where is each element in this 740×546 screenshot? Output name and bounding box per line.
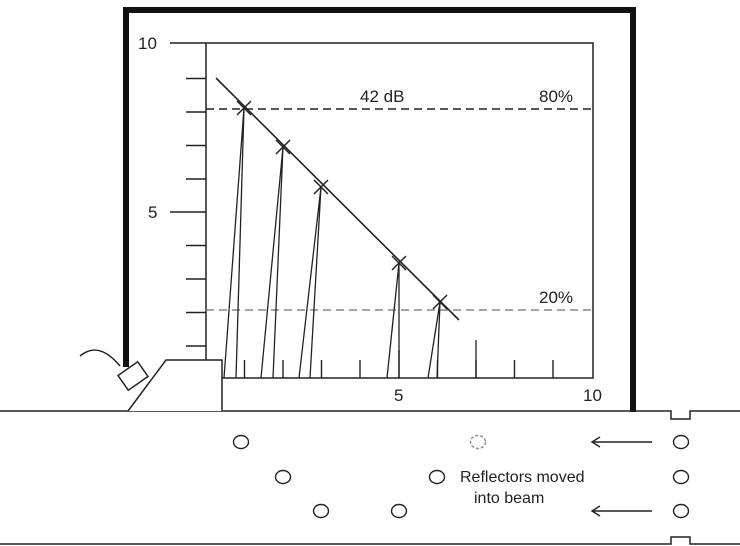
ref-label-80: 80% [539, 87, 573, 106]
ref-label-20: 20% [539, 288, 573, 307]
echo-peak-marker [275, 139, 291, 155]
reflector [390, 503, 408, 519]
reflector [469, 434, 487, 450]
reflector [312, 503, 330, 519]
y-axis-ticks [186, 77, 206, 347]
reflector [232, 434, 250, 450]
reflector-caption-line1: Reflectors moved [460, 469, 585, 486]
test-piece-top-surface [0, 410, 740, 420]
test-piece-bottom-surface [0, 536, 740, 545]
echo-peak-marker [313, 179, 329, 195]
gain-label: 42 dB [360, 87, 404, 106]
reflectors [232, 434, 690, 519]
y-label-10: 10 [138, 34, 157, 53]
reflector [672, 434, 690, 450]
reflector-caption-line2: into beam [474, 490, 544, 507]
arrow-left-icon [590, 436, 652, 448]
echo-peak-marker [236, 100, 252, 116]
instrument-frame [123, 7, 636, 412]
echo-peak-marker [432, 294, 448, 310]
reflector [672, 503, 690, 519]
probe-transducer [79, 349, 223, 412]
reflector [672, 469, 690, 485]
reflector [428, 469, 446, 485]
x-label-10: 10 [583, 386, 602, 405]
arrow-left-icon [590, 505, 652, 517]
move-arrows [590, 436, 652, 517]
dac-curve [215, 77, 460, 321]
y-label-5: 5 [148, 203, 157, 222]
echo-peak-marker [391, 255, 407, 271]
x-label-5: 5 [394, 386, 403, 405]
reflector [274, 469, 292, 485]
echo-peak-markers [236, 100, 448, 310]
